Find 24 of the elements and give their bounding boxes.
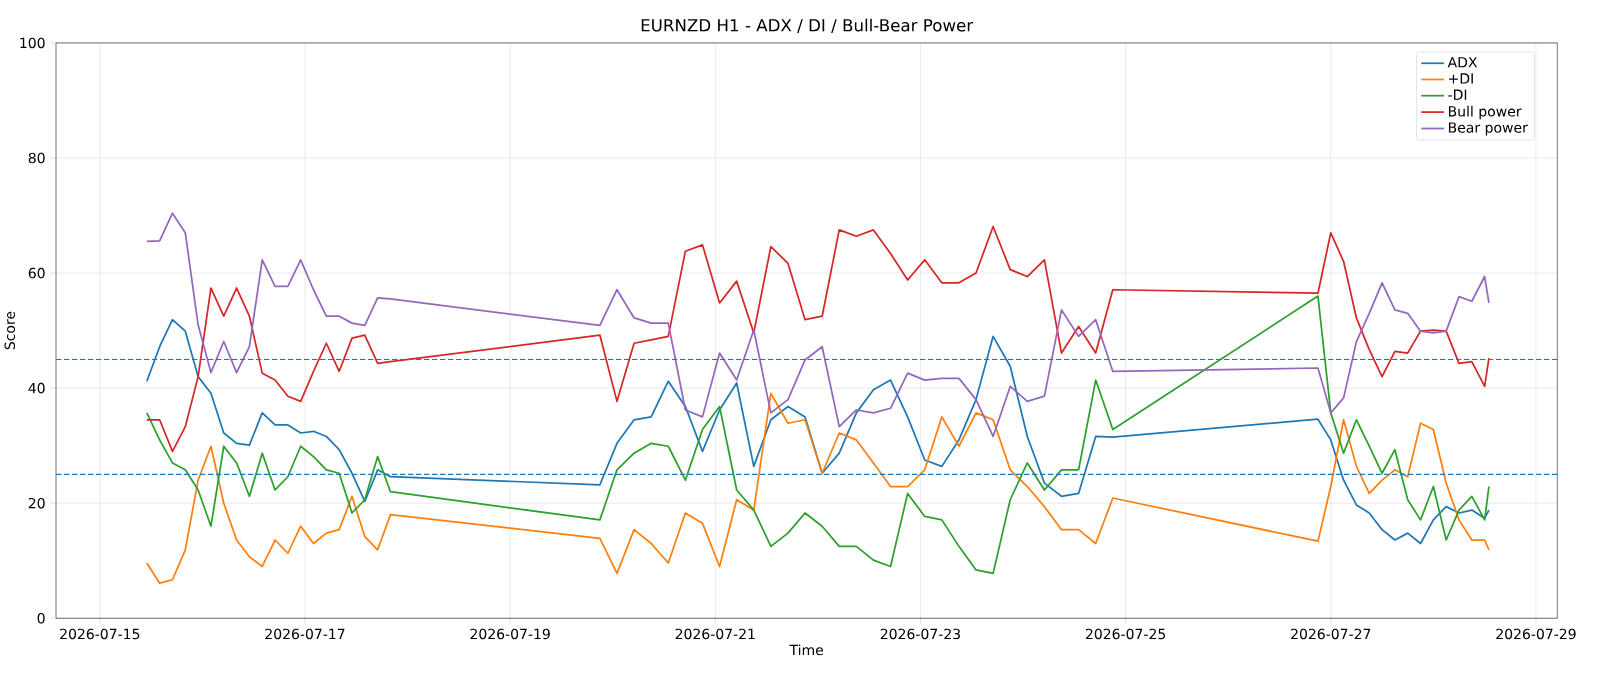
x-tick-label: 2026-07-27 [1291,628,1371,640]
legend-label: ADX [1447,57,1478,68]
x-axis-title: Time [789,644,824,656]
y-tick-label: 80 [28,152,45,164]
y-tick-label: 100 [20,37,45,49]
y-tick-label: 40 [28,382,45,394]
line-series [145,392,1490,585]
x-tick-label: 2026-07-25 [1085,628,1166,640]
legend-label: Bull power [1448,105,1522,120]
x-tick-label: 2026-07-29 [1496,628,1576,640]
y-tick-label: 20 [28,497,45,509]
y-tick-label: 60 [28,267,45,279]
x-tick-label: 2026-07-17 [265,628,345,640]
x-tick-label: 2026-07-15 [60,628,140,640]
legend-label: Bear power [1448,122,1528,136]
x-tick-label: 2026-07-19 [470,628,550,640]
y-tick-label: 0 [37,612,45,624]
chart-title: EURNZD H1 - ADX / DI / Bull-Bear Power [641,18,974,33]
x-tick-label: 2026-07-21 [675,628,755,640]
legend-label: -DI [1448,89,1467,100]
line-series [145,295,1490,575]
x-tick-label: 2026-07-23 [880,628,960,640]
legend-label: +DI [1449,73,1473,84]
y-axis-title: Score [4,311,16,350]
